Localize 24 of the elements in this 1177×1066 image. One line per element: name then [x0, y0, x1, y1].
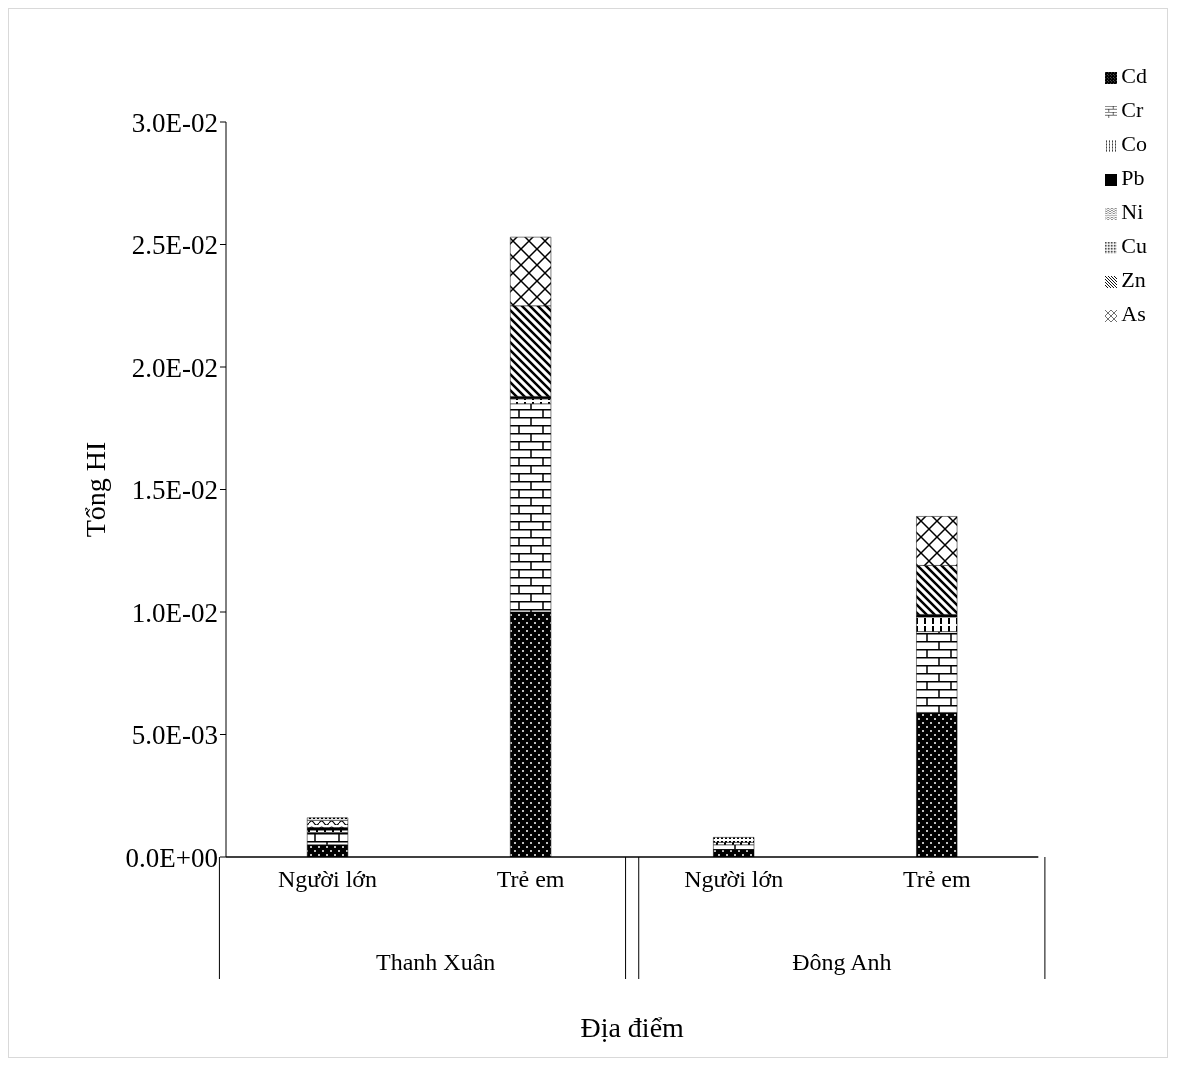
- bar: [713, 837, 755, 843]
- y-tick-label: 2.5E-02: [131, 230, 218, 261]
- x-axis-title: Địa điểm: [580, 1012, 685, 1043]
- x-tick-label: Trẻ em: [902, 866, 971, 892]
- legend-label: As: [1121, 301, 1146, 326]
- x-tick-label: Trẻ em: [496, 866, 565, 892]
- legend-label: Cr: [1121, 97, 1144, 122]
- y-tick-label: 1.5E-02: [131, 475, 218, 506]
- y-tick-label: 5.0E-03: [131, 720, 218, 751]
- legend-label: Cu: [1121, 233, 1147, 258]
- y-tick-label: 2.0E-02: [131, 352, 218, 383]
- text: Đông Anh: [792, 949, 892, 975]
- legend-label: Zn: [1121, 267, 1146, 292]
- text: Thanh Xuân: [376, 949, 496, 975]
- y-tick-label: 3.0E-02: [131, 107, 218, 138]
- legend-label: Cd: [1121, 63, 1147, 88]
- y-tick-label: 1.0E-02: [131, 597, 218, 628]
- y-axis-title: Tổng HI: [79, 441, 111, 538]
- legend-label: Co: [1121, 131, 1147, 156]
- x-tick-label: Người lớn: [278, 866, 378, 892]
- x-tick-label: Người lớn: [684, 866, 784, 892]
- y-tick-label: 0.0E+00: [125, 842, 218, 873]
- legend-label: Pb: [1121, 165, 1145, 190]
- legend-label: Ni: [1121, 199, 1144, 224]
